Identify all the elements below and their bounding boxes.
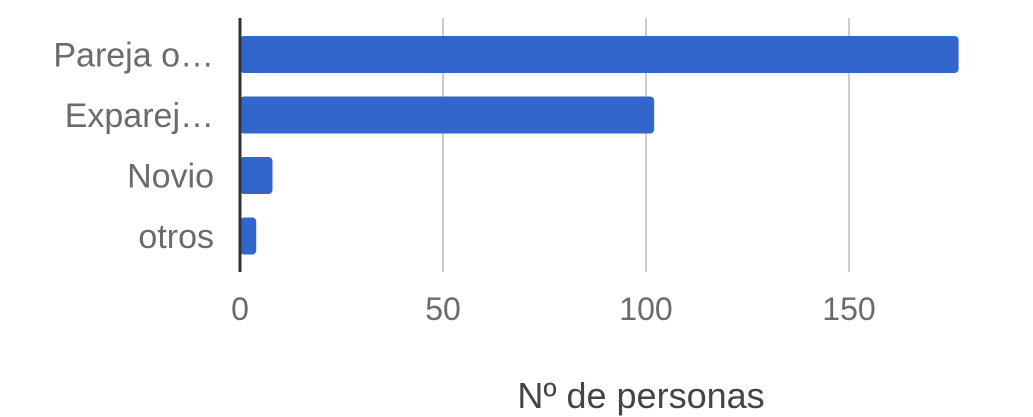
category-label-1: Exparej… — [65, 97, 214, 135]
bars — [240, 36, 959, 255]
bar-0 — [240, 36, 959, 73]
category-label-2: Novio — [127, 158, 214, 196]
x-tick-label-50: 50 — [425, 291, 461, 327]
bar-2 — [240, 157, 273, 194]
bar-3 — [240, 217, 257, 255]
category-label-3: otros — [138, 218, 214, 256]
x-tick-label-100: 100 — [619, 291, 672, 327]
labels: 0 50 100 150 Pareja o… Exparej… Novio otros — [53, 37, 875, 328]
x-axis-title: Nº de personas — [517, 375, 764, 416]
x-tick-label-0: 0 — [231, 291, 249, 327]
category-label-0: Pareja o… — [53, 37, 214, 75]
bar-1 — [240, 96, 655, 134]
x-tick-label-150: 150 — [822, 291, 875, 327]
